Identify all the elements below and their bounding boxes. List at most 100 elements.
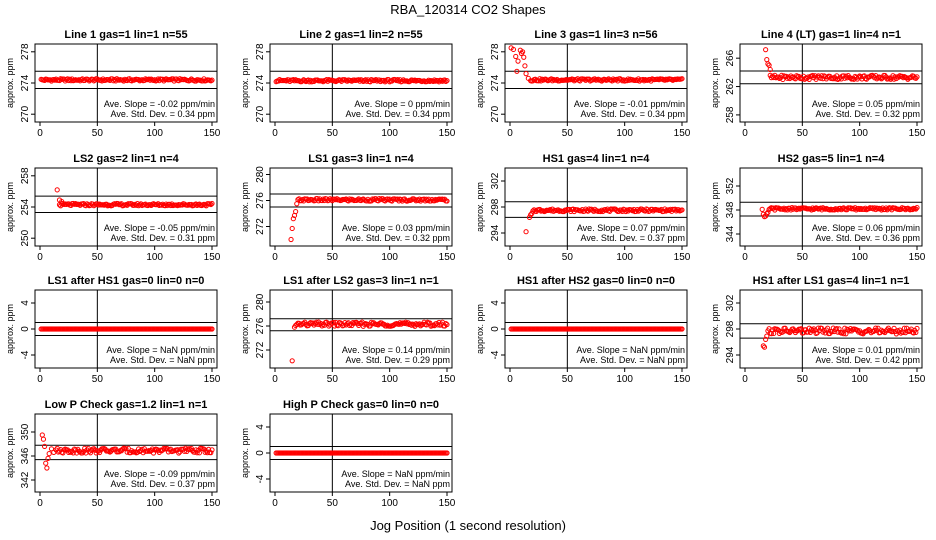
y-tick-label: 344 <box>725 225 736 242</box>
data-point <box>54 187 60 193</box>
data-point <box>302 77 308 84</box>
data-point <box>444 450 450 456</box>
panel-title: LS1 after HS1 gas=0 lin=0 n=0 <box>48 275 205 287</box>
data-point <box>194 450 200 456</box>
data-point <box>68 449 74 455</box>
std-dev-annotation: Ave. Std. Dev. = 0.37 ppm <box>111 479 215 489</box>
y-tick-label: 346 <box>20 447 31 464</box>
x-tick-label: 0 <box>37 128 43 139</box>
panel-frame <box>739 43 923 123</box>
data-point <box>675 207 682 213</box>
y-tick-label: 278 <box>255 43 266 60</box>
std-dev-annotation: Ave. Std. Dev. = 0.34 ppm <box>111 109 215 119</box>
slope-annotation: Ave. Slope = 0.05 ppm/min <box>812 99 920 109</box>
figure-xlabel: Jog Position (1 second resolution) <box>370 518 566 533</box>
data-point <box>760 343 766 349</box>
data-point <box>815 325 821 331</box>
std-dev-annotation: Ave. Std. Dev. = NaN ppm <box>110 355 215 365</box>
data-point <box>514 68 520 74</box>
y-tick-label: 274 <box>490 74 501 91</box>
x-tick-label: 100 <box>851 252 868 263</box>
data-point <box>209 447 215 453</box>
data-point <box>176 450 182 456</box>
y-tick-label: 272 <box>255 218 266 235</box>
y-tick-label: 294 <box>725 346 736 363</box>
x-tick-label: 100 <box>146 252 163 263</box>
std-dev-annotation: Ave. Std. Dev. = 0.42 ppm <box>816 355 920 365</box>
x-tick-label: 150 <box>674 128 691 139</box>
data-point <box>196 450 202 456</box>
data-point <box>620 77 627 83</box>
data-point <box>679 76 685 82</box>
std-dev-annotation: Ave. Std. Dev. = 0.32 ppm <box>816 109 920 119</box>
panel-title: Low P Check gas=1.2 lin=1 n=1 <box>45 399 208 411</box>
data-point <box>900 75 906 81</box>
y-axis-label: approx. ppm <box>475 58 485 108</box>
y-tick-label: 0 <box>20 326 31 332</box>
std-dev-annotation: Ave. Std. Dev. = 0.31 ppm <box>111 233 215 243</box>
data-point <box>515 58 521 64</box>
y-tick-label: 4 <box>255 424 266 430</box>
data-point <box>914 205 920 211</box>
x-tick-label: 100 <box>616 128 633 139</box>
data-point <box>359 77 365 83</box>
x-tick-label: 0 <box>272 374 278 385</box>
data-point <box>891 325 897 331</box>
data-point <box>529 210 535 217</box>
data-point <box>522 63 528 69</box>
panel-title: Line 3 gas=1 lin=3 n=56 <box>534 29 657 41</box>
y-tick-label: -4 <box>20 350 31 359</box>
y-tick-label: 352 <box>725 177 736 194</box>
x-tick-label: 100 <box>146 374 163 385</box>
data-point <box>333 197 339 203</box>
x-tick-label: 100 <box>381 498 398 509</box>
y-axis-label: approx. ppm <box>710 58 720 108</box>
data-point <box>306 320 312 327</box>
y-axis-label: approx. ppm <box>240 304 250 354</box>
y-tick-label: 270 <box>255 105 266 122</box>
std-dev-annotation: Ave. Std. Dev. = 0.34 ppm <box>346 109 450 119</box>
std-dev-annotation: Ave. Std. Dev. = 0.37 ppm <box>581 233 685 243</box>
panel-title: Line 1 gas=1 lin=1 n=55 <box>64 29 187 41</box>
data-point <box>444 77 450 84</box>
data-point <box>115 201 121 207</box>
y-axis-label: approx. ppm <box>5 428 15 478</box>
data-point <box>640 76 646 83</box>
y-tick-label: 298 <box>725 320 736 337</box>
data-point <box>209 200 215 207</box>
std-dev-annotation: Ave. Std. Dev. = 0.34 ppm <box>581 109 685 119</box>
slope-annotation: Ave. Slope = 0.01 ppm/min <box>812 345 920 355</box>
data-point <box>831 207 838 213</box>
y-axis-label: approx. ppm <box>475 304 485 354</box>
slope-annotation: Ave. Slope = -0.09 ppm/min <box>104 469 215 479</box>
x-tick-label: 50 <box>797 252 809 263</box>
panel-frame <box>739 167 923 247</box>
data-point <box>888 76 894 82</box>
data-point <box>136 77 142 83</box>
panel-title: LS2 gas=2 lin=1 n=4 <box>73 153 179 165</box>
data-point <box>293 208 299 215</box>
x-tick-label: 50 <box>797 374 809 385</box>
x-tick-label: 50 <box>562 374 574 385</box>
data-point <box>146 76 152 82</box>
figure-title: RBA_120314 CO2 Shapes <box>390 2 546 17</box>
y-tick-label: 278 <box>490 43 501 60</box>
x-tick-label: 100 <box>851 128 868 139</box>
data-point <box>92 447 98 453</box>
data-point <box>45 455 51 461</box>
data-point <box>832 76 839 82</box>
y-tick-label: 270 <box>20 105 31 122</box>
data-point <box>87 450 94 456</box>
data-point <box>625 76 631 82</box>
data-point <box>62 446 68 452</box>
data-point <box>60 450 66 456</box>
data-point <box>40 436 47 442</box>
data-point <box>843 331 849 337</box>
data-point <box>44 465 50 471</box>
data-point <box>407 321 413 327</box>
std-dev-annotation: Ave. Std. Dev. = 0.36 ppm <box>816 233 920 243</box>
x-tick-label: 0 <box>272 252 278 263</box>
y-tick-label: 280 <box>255 166 266 183</box>
x-tick-label: 0 <box>742 252 748 263</box>
y-tick-label: 4 <box>490 300 501 306</box>
